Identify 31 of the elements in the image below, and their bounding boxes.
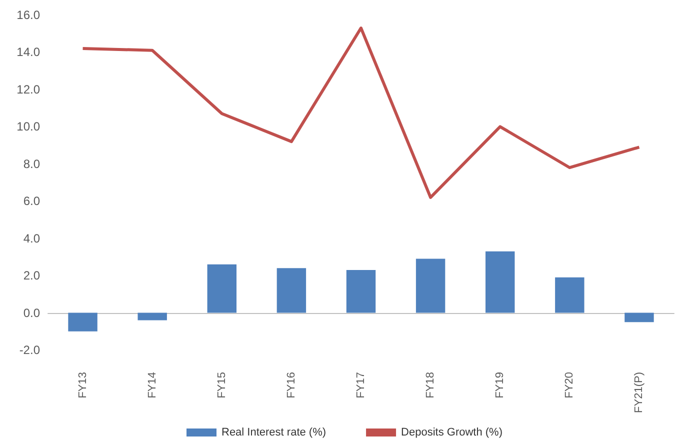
y-tick-label: 16.0 xyxy=(16,8,40,22)
x-tick-label: FY21(P) xyxy=(633,372,646,413)
x-tick-label: FY18 xyxy=(424,372,437,398)
legend-label: Deposits Growth (%) xyxy=(401,426,503,438)
legend-label: Real Interest rate (%) xyxy=(221,426,326,438)
x-tick-label: FY13 xyxy=(76,372,89,398)
x-tick-label: FY14 xyxy=(146,372,158,398)
x-tick-label: FY16 xyxy=(285,372,298,398)
x-tick-label: FY20 xyxy=(564,372,576,398)
x-tick-label: FY17 xyxy=(355,372,367,398)
y-tick-label: 6.0 xyxy=(23,194,40,208)
bar xyxy=(68,312,98,332)
y-tick-label: 12.0 xyxy=(16,82,40,96)
bar xyxy=(276,268,306,313)
y-tick-label: 2.0 xyxy=(23,268,40,283)
y-tick-label: 14.0 xyxy=(16,45,40,60)
y-tick-label: 0.0 xyxy=(23,306,40,320)
y-tick-label: 4.0 xyxy=(23,231,40,246)
y-tick-label: 8.0 xyxy=(23,156,40,171)
x-tick-label: FY19 xyxy=(494,372,506,398)
y-tick-label: -2.0 xyxy=(19,343,40,357)
y-tick-label: 10.0 xyxy=(16,120,40,134)
bar xyxy=(138,312,167,320)
bar xyxy=(624,312,654,322)
line-series xyxy=(81,26,641,199)
bar xyxy=(486,251,515,313)
bar xyxy=(346,270,376,313)
bar xyxy=(207,264,236,313)
bar xyxy=(555,277,584,313)
x-tick-label: FY15 xyxy=(216,372,228,398)
bar xyxy=(416,258,446,313)
